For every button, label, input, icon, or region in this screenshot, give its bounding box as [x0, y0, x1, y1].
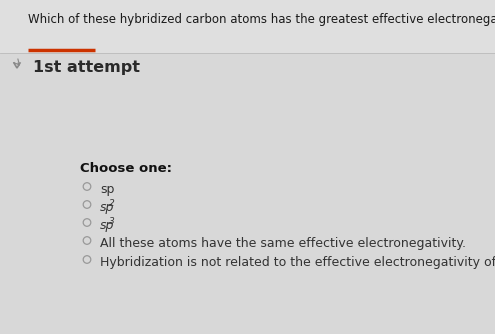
Text: 2: 2	[109, 199, 115, 208]
Text: Choose one:: Choose one:	[80, 162, 172, 175]
Text: Which of these hybridized carbon atoms has the greatest effective electronegativ: Which of these hybridized carbon atoms h…	[28, 13, 495, 26]
Bar	[0, 53, 495, 334]
Text: Hybridization is not related to the effective electronegativity of an atom.: Hybridization is not related to the effe…	[100, 256, 495, 269]
Bar	[0, 0, 495, 53]
Text: sp: sp	[100, 201, 114, 214]
Text: sp: sp	[100, 219, 114, 232]
Text: All these atoms have the same effective electronegativity.: All these atoms have the same effective …	[100, 237, 466, 250]
Text: sp: sp	[100, 183, 114, 196]
Text: 3: 3	[109, 217, 115, 226]
Text: 1st attempt: 1st attempt	[33, 60, 140, 75]
